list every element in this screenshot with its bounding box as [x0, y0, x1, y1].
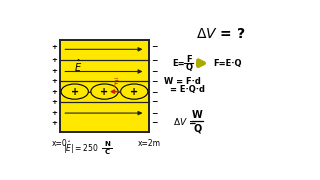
Text: +: + [71, 87, 79, 97]
Text: $\vec{F}$: $\vec{F}$ [113, 76, 120, 89]
Text: x=2m: x=2m [138, 139, 161, 148]
Bar [60, 40, 149, 132]
Text: +: + [52, 78, 57, 84]
Text: $\Delta V$ =: $\Delta V$ = [173, 116, 197, 127]
Text: F: F [186, 55, 192, 64]
Text: x=0: x=0 [52, 139, 68, 148]
Text: C: C [104, 149, 109, 155]
Circle shape [91, 84, 118, 99]
Text: W = F·d: W = F·d [164, 77, 201, 86]
Text: N: N [104, 141, 110, 147]
Text: +: + [130, 87, 138, 97]
Text: W: W [192, 110, 203, 120]
Text: $|\hat{E}|=250$: $|\hat{E}|=250$ [63, 140, 98, 156]
Text: −: − [151, 67, 158, 76]
Text: Q: Q [185, 63, 192, 72]
Text: −: − [151, 88, 158, 97]
Text: +: + [52, 44, 57, 50]
Text: +: + [52, 120, 57, 126]
Text: +: + [52, 57, 57, 63]
Text: $\hat{E}$: $\hat{E}$ [74, 58, 83, 74]
Text: +: + [52, 110, 57, 116]
Circle shape [61, 84, 88, 99]
Circle shape [121, 84, 148, 99]
Text: −: − [151, 42, 158, 51]
Text: +: + [52, 69, 57, 75]
Text: −: − [151, 56, 158, 65]
Text: −: − [151, 109, 158, 118]
Text: −: − [151, 118, 158, 127]
Text: Q: Q [193, 123, 202, 133]
Text: −: − [151, 77, 158, 86]
Text: E=: E= [173, 59, 185, 68]
Text: +: + [100, 87, 108, 97]
Text: = E·Q·d: = E·Q·d [170, 85, 205, 94]
Text: −: − [151, 98, 158, 107]
Text: +: + [52, 89, 57, 95]
Text: +: + [52, 99, 57, 105]
Text: $\Delta V$ = ?: $\Delta V$ = ? [196, 27, 246, 41]
Text: F=E·Q: F=E·Q [214, 59, 242, 68]
